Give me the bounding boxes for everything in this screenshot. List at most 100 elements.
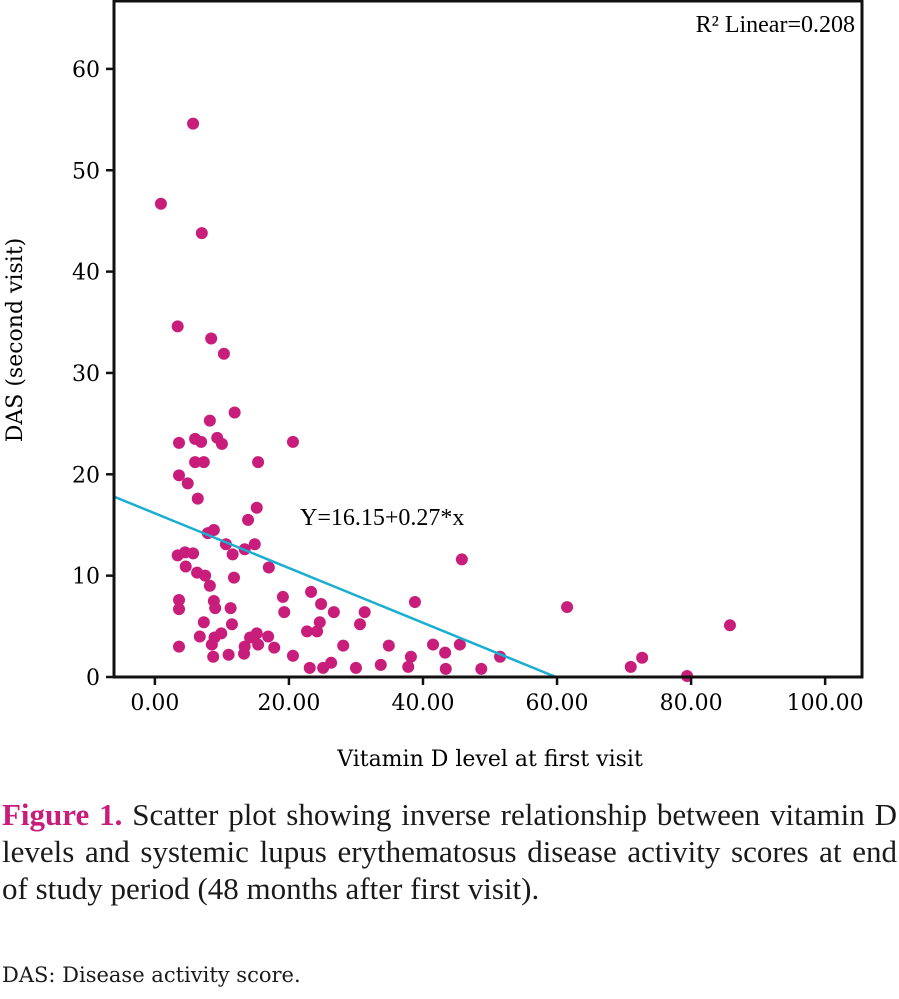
data-points bbox=[154, 117, 736, 682]
data-point bbox=[207, 650, 220, 663]
data-point bbox=[252, 638, 265, 651]
data-point bbox=[315, 598, 328, 611]
x-tick-label: 0.00 bbox=[130, 691, 179, 716]
data-point bbox=[238, 647, 251, 660]
data-point bbox=[222, 648, 235, 661]
y-tick-label: 0 bbox=[86, 666, 100, 691]
y-tick-label: 50 bbox=[72, 159, 100, 184]
x-tick-label: 100.00 bbox=[787, 691, 864, 716]
data-point bbox=[227, 571, 240, 584]
data-point bbox=[179, 560, 192, 573]
data-point bbox=[624, 660, 637, 673]
data-point bbox=[250, 501, 263, 514]
data-point bbox=[189, 456, 202, 469]
data-point bbox=[327, 606, 340, 619]
data-point bbox=[723, 619, 736, 632]
data-point bbox=[203, 414, 216, 427]
data-point bbox=[337, 639, 350, 652]
data-point bbox=[248, 538, 261, 551]
scatter-chart: 0.00 20.00 40.00 60.00 80.00 100.00 0 10 20 30 40… bbox=[3, 0, 864, 772]
data-point bbox=[197, 616, 210, 629]
data-point bbox=[268, 641, 281, 654]
data-point bbox=[276, 590, 289, 603]
data-point bbox=[374, 658, 387, 671]
data-point bbox=[197, 456, 210, 469]
data-point bbox=[226, 548, 239, 561]
data-point bbox=[187, 547, 200, 560]
x-tick-label: 20.00 bbox=[257, 691, 320, 716]
data-point bbox=[353, 618, 366, 631]
data-point bbox=[154, 197, 167, 210]
data-point bbox=[193, 630, 206, 643]
data-point bbox=[311, 625, 324, 638]
data-point bbox=[173, 436, 186, 449]
data-point bbox=[199, 569, 212, 582]
data-point bbox=[404, 650, 417, 663]
data-point bbox=[173, 593, 186, 606]
r2-label: R² Linear=0.208 bbox=[696, 12, 855, 38]
data-point bbox=[408, 596, 421, 609]
y-tick-label: 40 bbox=[72, 261, 100, 286]
data-point bbox=[171, 320, 184, 333]
data-point bbox=[439, 646, 452, 659]
data-point bbox=[250, 627, 263, 640]
data-point bbox=[203, 579, 216, 592]
data-point bbox=[187, 117, 200, 130]
data-point bbox=[205, 332, 218, 345]
figure-caption: Figure 1. Scatter plot showing inverse r… bbox=[2, 796, 897, 907]
data-point bbox=[455, 553, 468, 566]
y-tick-label: 10 bbox=[72, 565, 100, 590]
data-point bbox=[402, 660, 415, 673]
data-point bbox=[215, 437, 228, 450]
data-point bbox=[636, 651, 649, 664]
data-point bbox=[262, 630, 275, 643]
y-tick-label: 60 bbox=[72, 58, 100, 83]
data-point bbox=[228, 406, 241, 419]
x-tick-label: 80.00 bbox=[660, 691, 723, 716]
y-axis-label: DAS (second visit) bbox=[3, 238, 28, 443]
x-axis-ticks: 0.00 20.00 40.00 60.00 80.00 100.00 bbox=[130, 677, 864, 716]
data-point bbox=[305, 585, 318, 598]
data-point bbox=[209, 602, 222, 615]
data-point bbox=[325, 656, 338, 669]
data-point bbox=[207, 524, 220, 537]
data-point bbox=[173, 603, 186, 616]
data-point bbox=[205, 638, 218, 651]
data-point bbox=[301, 625, 314, 638]
x-tick-label: 60.00 bbox=[526, 691, 589, 716]
fit-equation-label: Y=16.15+0.27*x bbox=[300, 505, 464, 531]
y-axis-ticks: 0 10 20 30 40 50 60 bbox=[72, 58, 114, 691]
data-point bbox=[173, 469, 186, 482]
caption-text: Scatter plot showing inverse relationshi… bbox=[2, 797, 897, 906]
data-point bbox=[278, 606, 291, 619]
data-point bbox=[427, 638, 440, 651]
data-point bbox=[475, 662, 488, 675]
data-point bbox=[195, 435, 208, 448]
data-point bbox=[252, 456, 265, 469]
data-point bbox=[195, 227, 208, 240]
abbreviation-note: DAS: Disease activity score. bbox=[2, 963, 301, 987]
data-point bbox=[382, 639, 395, 652]
data-point bbox=[181, 477, 194, 490]
x-tick-label: 40.00 bbox=[391, 691, 454, 716]
y-tick-label: 30 bbox=[72, 362, 100, 387]
data-point bbox=[173, 640, 186, 653]
data-point bbox=[217, 347, 230, 360]
data-point bbox=[286, 435, 299, 448]
data-point bbox=[303, 661, 316, 674]
y-tick-label: 20 bbox=[72, 463, 100, 488]
data-point bbox=[453, 638, 466, 651]
x-axis-label: Vitamin D level at first visit bbox=[336, 747, 643, 772]
figure-label: Figure 1. bbox=[2, 797, 123, 832]
data-point bbox=[224, 602, 237, 615]
data-point bbox=[286, 649, 299, 662]
data-point bbox=[242, 513, 255, 526]
data-point bbox=[349, 661, 362, 674]
data-point bbox=[225, 618, 238, 631]
data-point bbox=[439, 662, 452, 675]
data-point bbox=[358, 606, 371, 619]
data-point bbox=[191, 492, 204, 505]
fit-line bbox=[113, 495, 557, 679]
data-point bbox=[313, 616, 326, 629]
data-point bbox=[262, 561, 275, 574]
